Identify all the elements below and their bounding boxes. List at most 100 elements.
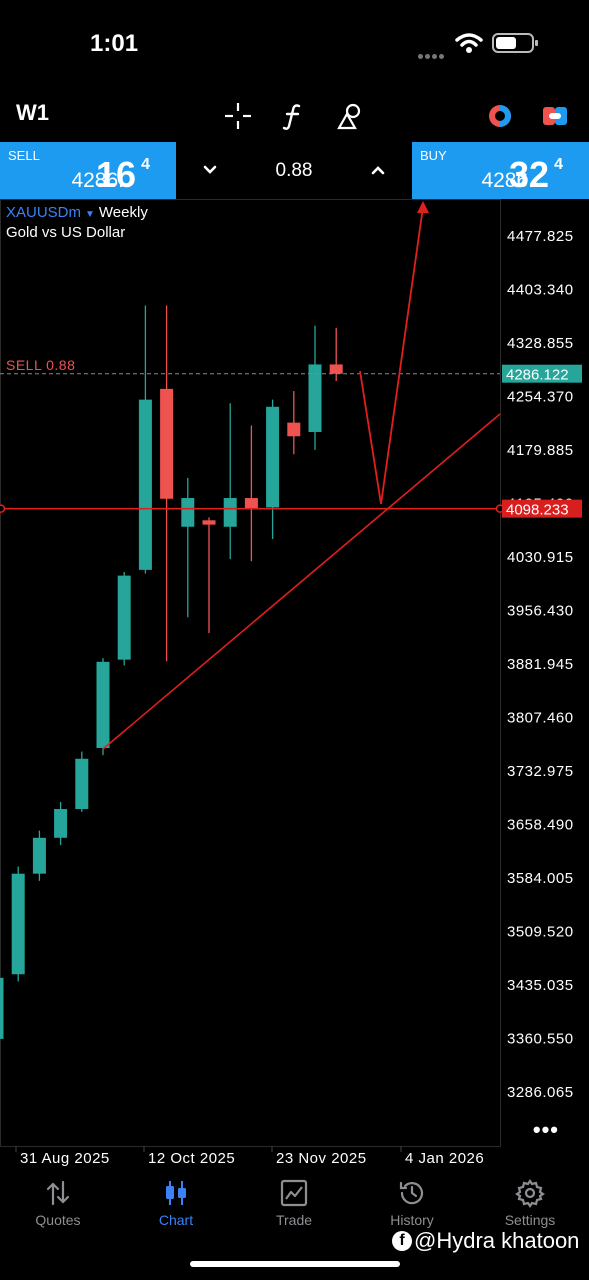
level-price-tag: 4098.233 bbox=[506, 502, 569, 519]
sell-price-prefix: 4286. bbox=[71, 169, 124, 192]
bullish-candle bbox=[266, 406, 280, 508]
nav-label-settings: Settings bbox=[504, 1212, 556, 1228]
y-axis-tick-label: 3807.460 bbox=[507, 710, 574, 727]
status-bar: 1:01 bbox=[0, 0, 589, 88]
y-axis-tick-label: 3732.975 bbox=[507, 763, 574, 780]
y-axis-tick-label: 3509.520 bbox=[507, 924, 574, 941]
y-axis-tick-label: 3286.065 bbox=[507, 1084, 574, 1101]
x-axis-tick-label: 12 Oct 2025 bbox=[148, 1150, 235, 1167]
nav-history[interactable]: History bbox=[362, 1178, 462, 1228]
volume-increase-button[interactable] bbox=[366, 158, 390, 182]
battery-icon bbox=[492, 33, 538, 53]
y-axis-tick-label: 3658.490 bbox=[507, 817, 574, 834]
plot-area-border bbox=[0, 199, 501, 1147]
current-price-tag: 4286.122 bbox=[506, 367, 569, 384]
projection-arrow-head bbox=[417, 201, 429, 213]
sell-order-line-label[interactable]: SELL 0.88 bbox=[6, 357, 76, 373]
bullish-candle bbox=[308, 364, 322, 432]
nav-label-history: History bbox=[390, 1212, 434, 1228]
bearish-candle bbox=[287, 422, 301, 437]
chart-symbol-line[interactable]: XAUUSDm ▼ Weekly bbox=[6, 204, 148, 221]
crosshair-icon[interactable] bbox=[218, 96, 258, 136]
y-axis-tick-label: 3956.430 bbox=[507, 603, 574, 620]
objects-shapes-icon[interactable] bbox=[330, 96, 370, 136]
nav-label-quotes: Quotes bbox=[35, 1212, 81, 1228]
watermark-text: @Hydra khatoon bbox=[414, 1228, 580, 1253]
nav-trade[interactable]: Trade bbox=[244, 1178, 344, 1228]
x-axis-tick-label: 31 Aug 2025 bbox=[20, 1150, 110, 1167]
trade-line-chart-icon bbox=[280, 1179, 308, 1207]
sell-price-fraction: 4 bbox=[141, 156, 150, 173]
bearish-candle bbox=[244, 498, 258, 510]
y-axis-tick-label: 4254.370 bbox=[507, 389, 574, 406]
buy-price-fraction: 4 bbox=[554, 156, 563, 173]
y-axis-tick-label: 3584.005 bbox=[507, 870, 574, 887]
y-axis-tick-label: 4030.915 bbox=[507, 549, 574, 566]
y-axis-tick-label: 4403.340 bbox=[507, 282, 574, 299]
bearish-candle bbox=[329, 364, 343, 374]
y-axis-tick-label: 4179.885 bbox=[507, 442, 574, 459]
color-theme-icon[interactable] bbox=[480, 96, 520, 136]
bearish-candle bbox=[202, 520, 216, 525]
nav-chart[interactable]: Chart bbox=[126, 1178, 226, 1228]
buy-label: BUY bbox=[420, 148, 447, 163]
projection-arrow-path bbox=[359, 206, 424, 505]
bearish-candle bbox=[160, 388, 174, 499]
chart-timeframe-label: Weekly bbox=[98, 204, 148, 221]
symbol-dropdown-icon[interactable]: ▼ bbox=[85, 209, 95, 220]
volume-decrease-button[interactable] bbox=[198, 158, 222, 182]
candlestick-chart[interactable]: 4477.825 4403.340 4328.855 4254.370 4179.885… bbox=[0, 199, 589, 1170]
history-clock-icon bbox=[399, 1181, 424, 1205]
chart-symbol-description: Gold vs US Dollar bbox=[6, 224, 126, 241]
nav-settings[interactable]: Settings bbox=[480, 1178, 580, 1228]
buy-price-pips: 32 bbox=[508, 154, 549, 195]
buy-button[interactable]: BUY 4286. 32 4 bbox=[412, 142, 589, 199]
y-axis-tick-label: 4328.855 bbox=[507, 335, 574, 352]
indicator-function-icon[interactable] bbox=[273, 96, 313, 136]
bullish-candle bbox=[223, 498, 237, 527]
bullish-candle bbox=[96, 661, 110, 748]
quotes-arrows-icon bbox=[46, 1180, 70, 1206]
nav-quotes[interactable]: Quotes bbox=[8, 1178, 108, 1228]
timeframe-button[interactable]: W1 bbox=[16, 100, 49, 125]
bottom-navigation: Quotes Chart Trade History Settings bbox=[0, 1170, 589, 1280]
x-axis-tick-label: 4 Jan 2026 bbox=[405, 1150, 484, 1167]
price-chart[interactable]: 4477.825 4403.340 4328.855 4254.370 4179.885… bbox=[0, 199, 589, 1170]
bullish-candle bbox=[138, 399, 152, 570]
chart-toolbar: W1 bbox=[0, 88, 589, 142]
watermark: f @Hydra khatoon bbox=[392, 1228, 579, 1254]
bullish-candle bbox=[117, 575, 131, 660]
more-options-icon[interactable]: ••• bbox=[532, 1117, 559, 1142]
level-price-tag-bg bbox=[502, 499, 582, 518]
sell-price-pips: 16 bbox=[95, 154, 136, 195]
nav-label-trade: Trade bbox=[275, 1212, 313, 1228]
x-axis-tick-label: 23 Nov 2025 bbox=[276, 1150, 367, 1167]
volume-value[interactable]: 0.88 bbox=[275, 160, 313, 181]
bullish-candle bbox=[32, 837, 46, 874]
bullish-candle bbox=[181, 498, 195, 527]
candlestick-chart-icon bbox=[166, 1181, 186, 1205]
chart-symbol[interactable]: XAUUSDm bbox=[6, 204, 82, 221]
gear-icon bbox=[515, 1179, 545, 1208]
current-price-tag-bg bbox=[502, 364, 582, 383]
buy-price-prefix: 4286. bbox=[481, 169, 534, 192]
bullish-candle bbox=[11, 873, 25, 975]
nav-label-chart: Chart bbox=[158, 1212, 194, 1228]
one-click-trade-panel: SELL 4286. 16 4 0.88 BUY 4286. 32 4 bbox=[0, 142, 589, 199]
y-axis-tick-label: 3360.550 bbox=[507, 1031, 574, 1048]
bullish-candle bbox=[75, 758, 89, 810]
y-axis-tick-label: 4477.825 bbox=[507, 228, 574, 245]
volume-control: 0.88 bbox=[176, 142, 412, 199]
bullish-candle bbox=[54, 809, 68, 838]
bullish-candle bbox=[0, 977, 4, 1039]
wifi-icon bbox=[455, 32, 483, 59]
sell-button[interactable]: SELL 4286. 16 4 bbox=[0, 142, 176, 199]
status-time: 1:01 bbox=[90, 30, 139, 57]
facebook-logo-icon: f bbox=[392, 1231, 412, 1251]
level-handle-left bbox=[0, 504, 6, 513]
cellular-signal-icon bbox=[418, 46, 446, 64]
home-indicator[interactable] bbox=[190, 1261, 400, 1267]
y-axis-tick-label: 3881.945 bbox=[507, 656, 574, 673]
one-click-trading-icon[interactable] bbox=[535, 96, 575, 136]
ascending-trendline bbox=[102, 413, 501, 750]
